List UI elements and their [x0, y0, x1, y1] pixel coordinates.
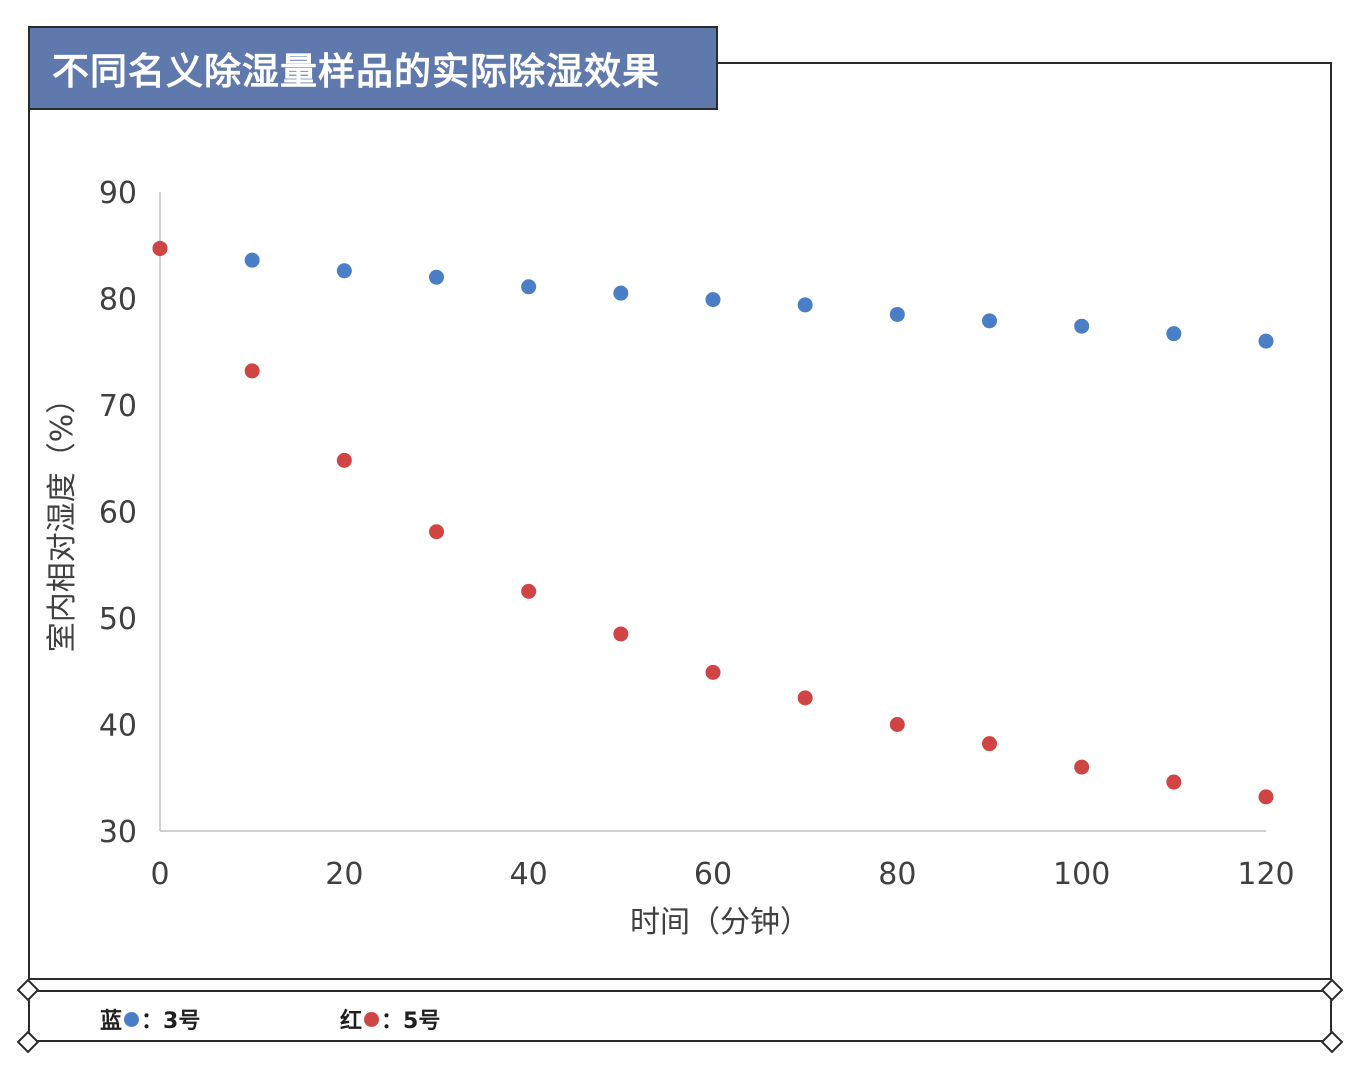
data-point [889, 717, 905, 732]
y-tick-label: 30 [99, 815, 137, 850]
data-point [152, 240, 168, 256]
x-tick-label: 80 [878, 857, 916, 892]
y-tick-label: 50 [99, 602, 137, 637]
data-point [797, 690, 813, 706]
x-tick-label: 100 [1053, 857, 1110, 892]
blue-dot-icon [124, 1011, 140, 1027]
data-point [429, 269, 444, 285]
data-points [152, 240, 1274, 805]
legend-box [28, 990, 1332, 1042]
data-point [705, 292, 721, 308]
y-axis-label: 室内相对湿度（%） [45, 384, 80, 653]
data-point [889, 306, 905, 322]
data-point [1074, 318, 1090, 334]
data-point [1166, 774, 1182, 790]
data-point [613, 626, 629, 642]
data-point [982, 313, 997, 329]
data-point [244, 363, 260, 379]
tick-labels: 30 40 50 60 70 80 90 0 20 40 60 80 100 120 [99, 176, 1295, 892]
x-tick-label: 40 [510, 857, 548, 892]
chart-axes [159, 192, 1266, 832]
data-point [797, 297, 813, 313]
data-point [613, 285, 629, 301]
y-tick-label: 90 [99, 176, 137, 211]
x-axis-label: 时间（分钟） [630, 905, 810, 940]
data-point [244, 252, 260, 268]
red-dot-icon [364, 1011, 380, 1027]
x-tick-label: 120 [1237, 857, 1294, 892]
data-point [1166, 326, 1182, 342]
x-tick-label: 60 [694, 857, 732, 892]
data-point [336, 452, 352, 468]
data-point [521, 583, 537, 599]
data-point [336, 263, 352, 279]
data-point [705, 664, 721, 680]
y-tick-label: 60 [99, 496, 137, 531]
legend-item-3: 蓝 ：3号 [100, 1003, 200, 1035]
data-point [982, 736, 997, 752]
data-point [1074, 759, 1090, 775]
y-tick-label: 80 [99, 283, 137, 318]
data-point [429, 524, 444, 540]
data-point [1258, 789, 1274, 805]
y-tick-label: 40 [99, 709, 137, 744]
legend-series-label: ：5号 [381, 1009, 441, 1034]
legend-prefix: 红 [340, 1009, 363, 1034]
x-tick-label: 0 [150, 857, 169, 892]
y-tick-label: 70 [99, 389, 137, 424]
data-point [1258, 333, 1274, 349]
legend-item-5: 红 ：5号 [340, 1003, 440, 1035]
legend-prefix: 蓝 [100, 1009, 123, 1034]
chart-title: 不同名义除湿量样品的实际除湿效果 [28, 26, 718, 110]
data-point [521, 279, 537, 295]
legend-series-label: ：3号 [141, 1009, 201, 1034]
x-tick-label: 20 [325, 857, 363, 892]
